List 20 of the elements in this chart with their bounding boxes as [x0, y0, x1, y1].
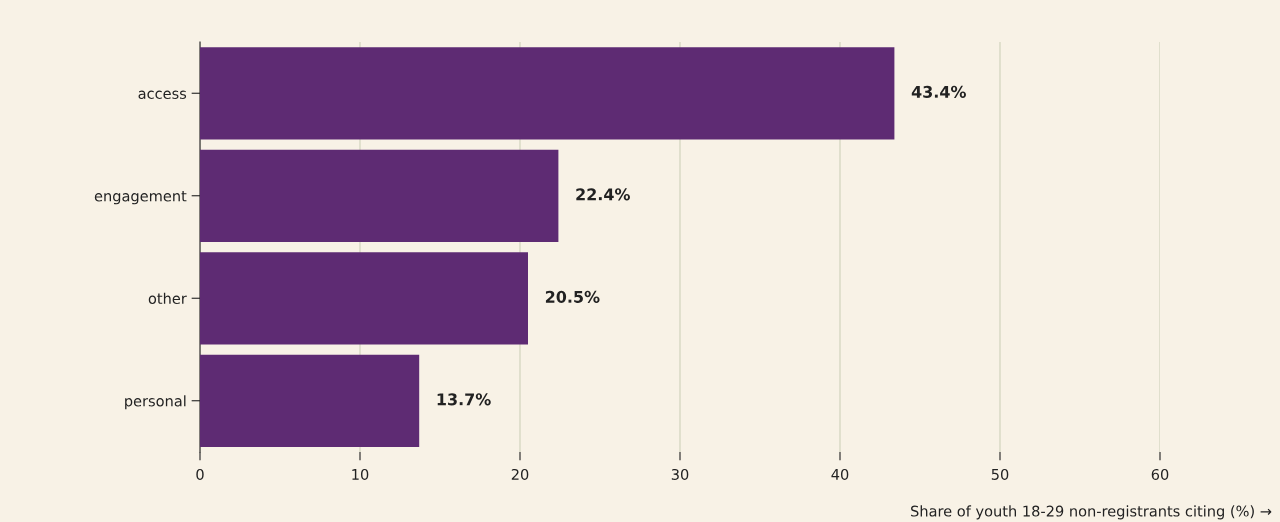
x-tick-label: 0 — [196, 468, 204, 480]
y-tick-label: access — [138, 90, 187, 99]
x-tick-label: 40 — [831, 468, 849, 480]
x-tick-label: 60 — [1151, 468, 1169, 480]
bar — [200, 149, 559, 242]
data-label: 13.7% — [437, 393, 491, 406]
bar — [200, 252, 528, 345]
x-tick-label: 10 — [352, 468, 369, 480]
x-tick-label: 30 — [671, 468, 689, 480]
y-tick-label: engagement — [94, 191, 187, 205]
data-label: 20.5% — [545, 290, 600, 303]
data-label: 22.4% — [576, 188, 630, 201]
y-tick-label: other — [148, 292, 187, 304]
x-tick-label: 20 — [511, 468, 529, 480]
bar — [200, 47, 895, 140]
x-axis-title: Share of youth 18-29 non-registrants citing (%) → — [911, 505, 1272, 520]
x-tick-label: 50 — [991, 468, 1009, 480]
bar — [200, 354, 420, 447]
data-label: 43.4% — [911, 85, 966, 98]
y-tick-label: personal — [125, 395, 186, 410]
